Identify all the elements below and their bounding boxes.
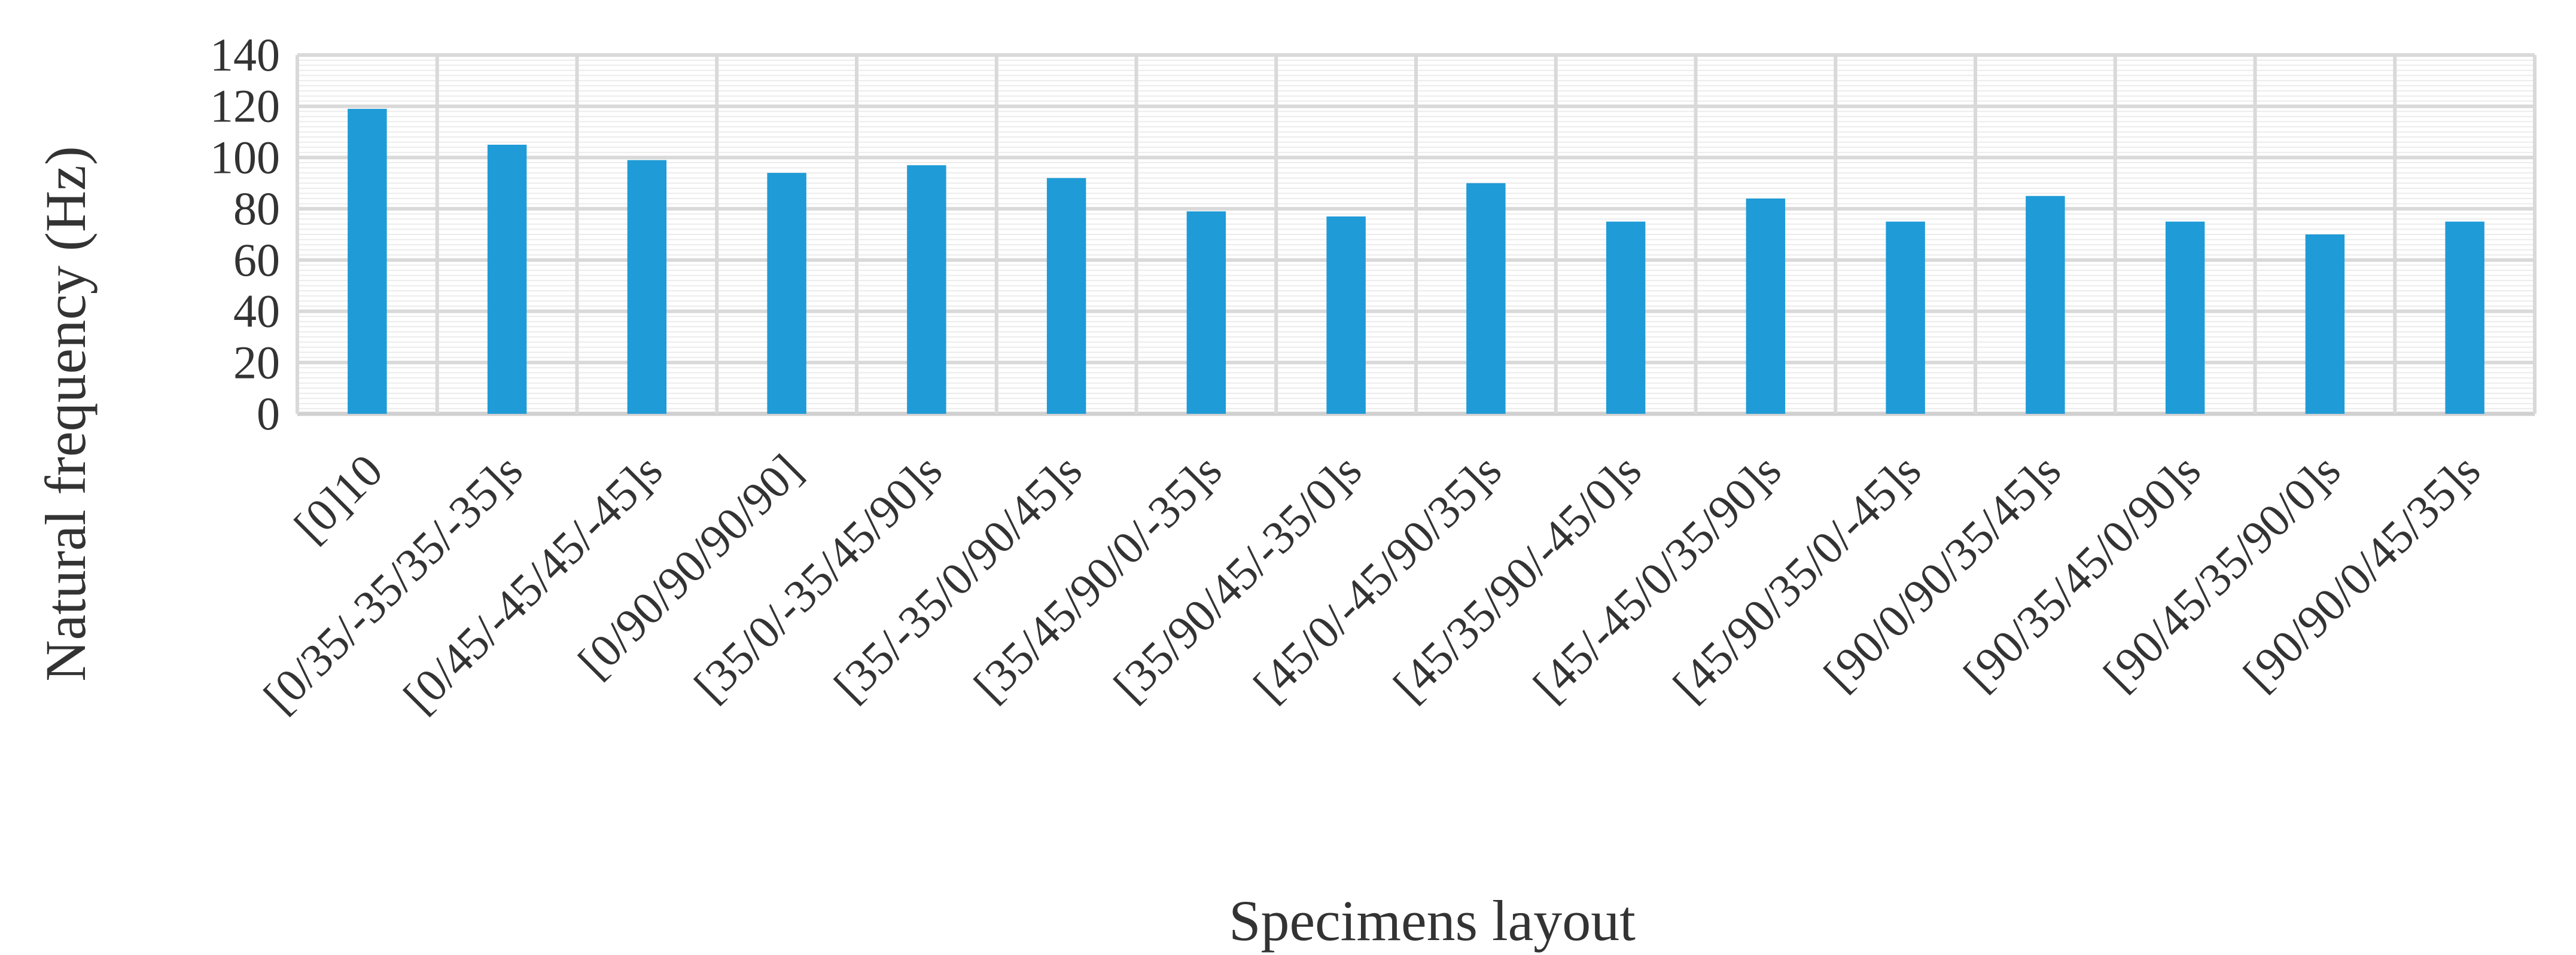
x-category-label: [0]10 xyxy=(284,444,392,553)
bar xyxy=(487,145,527,414)
y-tick-label: 80 xyxy=(233,182,280,234)
bar xyxy=(348,109,387,414)
x-category-label: [35/90/45/-35/0]s xyxy=(1104,444,1372,712)
x-category-label: [90/35/45/0/90]s xyxy=(1953,444,2210,701)
x-category-label: [45/90/35/0/-45]s xyxy=(1663,444,1931,712)
bar xyxy=(1746,199,1786,414)
x-category-label: [90/90/0/45/35]s xyxy=(2233,444,2490,701)
bar xyxy=(2026,196,2065,414)
bar xyxy=(767,173,806,414)
x-category-label: [35/-35/0/90/45]s xyxy=(824,444,1092,712)
bars xyxy=(348,109,2484,414)
bar xyxy=(2445,221,2484,414)
bar xyxy=(2165,221,2205,414)
y-tick-label: 40 xyxy=(233,285,280,337)
x-category-label: [35/0/-35/45/90]s xyxy=(684,444,952,712)
bar xyxy=(1186,211,1226,414)
x-category-label: [45/0/-45/90/35]s xyxy=(1243,444,1511,712)
x-category-label: [35/45/90/0/-35]s xyxy=(964,444,1232,712)
bar xyxy=(2305,234,2345,414)
x-category-label: [90/45/35/90/0]s xyxy=(2093,444,2350,701)
bar xyxy=(1466,183,1506,414)
x-category-label: [45/35/90/-45/0]s xyxy=(1383,444,1651,712)
bar xyxy=(627,160,667,414)
x-category-label: [0/45/-45/45/-45]s xyxy=(393,444,672,723)
category-separators xyxy=(296,55,2537,414)
y-tick-label: 0 xyxy=(257,388,280,440)
y-tick-label: 60 xyxy=(233,234,280,286)
y-tick-label: 100 xyxy=(210,131,280,183)
x-axis-title: Specimens layout xyxy=(1229,889,1636,953)
y-tick-label: 140 xyxy=(210,29,280,81)
y-tick-label: 20 xyxy=(233,336,280,388)
y-axis-title: Natural frequency (Hz) xyxy=(34,146,98,682)
bar xyxy=(907,165,946,414)
bar xyxy=(1046,178,1086,414)
x-axis-category-labels: [0]10[0/35/-35/35/-35]s[0/45/-45/45/-45]… xyxy=(254,444,2490,723)
x-category-label: [45/-45/0/35/90]s xyxy=(1523,444,1791,712)
bar xyxy=(1326,216,1366,414)
x-category-label: [0/35/-35/35/-35]s xyxy=(254,444,532,723)
bar xyxy=(1606,221,1646,414)
y-tick-label: 120 xyxy=(210,80,280,132)
bar xyxy=(1886,221,1925,414)
x-category-label: [90/0/90/35/45]s xyxy=(1814,444,2070,701)
